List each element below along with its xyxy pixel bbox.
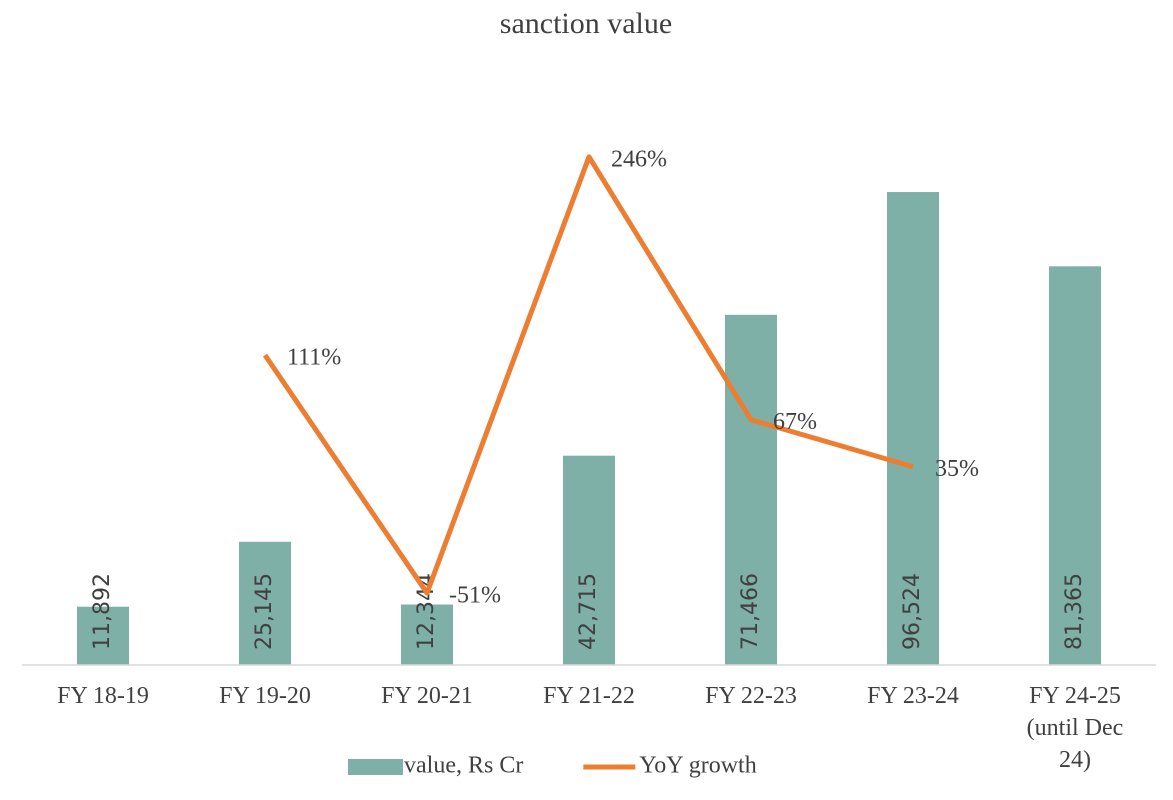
legend-swatch xyxy=(348,759,403,775)
bar xyxy=(563,455,615,665)
x-tick-label: FY 20-21 xyxy=(381,683,473,709)
x-tick-label: FY 19-20 xyxy=(219,683,311,709)
bar xyxy=(1049,266,1101,665)
bar xyxy=(887,192,939,665)
line-value-label: 246% xyxy=(611,146,667,172)
bar xyxy=(77,606,129,665)
line-value-label: 35% xyxy=(935,456,979,482)
bar-value-label: 71,466 xyxy=(738,573,763,650)
bar-value-label: 11,892 xyxy=(90,573,115,650)
line-value-label: 67% xyxy=(773,409,817,435)
legend-label: value, Rs Cr xyxy=(404,753,523,779)
line xyxy=(262,154,914,596)
x-tick-label: FY 18-19 xyxy=(57,683,149,709)
legend-label: YoY growth xyxy=(639,753,756,779)
bar xyxy=(725,314,777,665)
x-tick-label: FY 22-23 xyxy=(705,683,797,709)
x-tick-label: FY 24-25 (until Dec 24) xyxy=(1027,683,1124,773)
bar-value-label: 25,145 xyxy=(252,573,277,650)
x-tick-label: FY 21-22 xyxy=(543,683,635,709)
line-value-label: 111% xyxy=(287,345,341,371)
chart-title: sanction value xyxy=(500,7,672,40)
bar-value-label: 42,715 xyxy=(576,573,601,650)
bar-value-label: 12,344 xyxy=(414,573,439,650)
line-value-label: -51% xyxy=(449,583,501,609)
x-tick-label: FY 23-24 xyxy=(867,683,959,709)
bar xyxy=(239,541,291,665)
bar-value-label: 96,524 xyxy=(900,573,925,650)
bar-value-label: 81,365 xyxy=(1062,573,1087,650)
bar xyxy=(401,604,453,665)
